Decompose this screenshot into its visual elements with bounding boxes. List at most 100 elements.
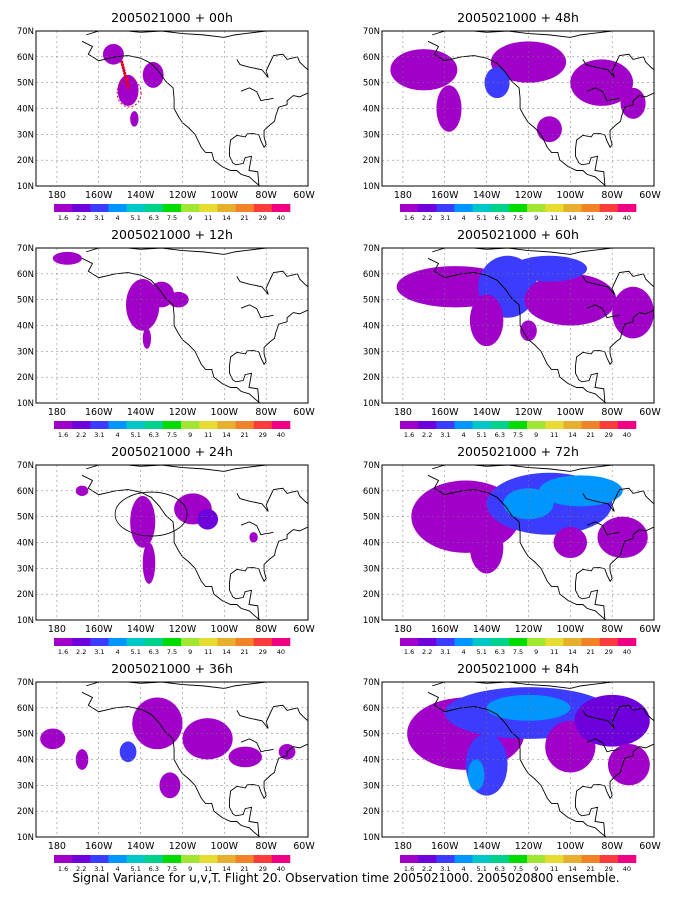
colorbar-segment (400, 204, 419, 212)
panel-title: 2005021000 + 60h (457, 227, 579, 242)
coastline (586, 87, 620, 102)
colorbar-segment (454, 855, 473, 863)
colorbar-label: 7.5 (167, 431, 177, 439)
signal-region (182, 718, 233, 760)
signal-region (553, 527, 588, 558)
map-frame (381, 464, 655, 621)
colorbar-label: 2.2 (76, 648, 86, 656)
signal-region (52, 251, 83, 265)
colorbar-segment (581, 204, 600, 212)
colorbar-segment (472, 204, 492, 212)
lon-tick-label: 120W (515, 841, 543, 852)
lat-tick-label: 30N (363, 781, 380, 791)
flight-track-point (120, 60, 124, 64)
colorbar-segment (235, 204, 254, 212)
lon-tick-label: 160W (431, 190, 459, 201)
coastline (86, 248, 267, 255)
colorbar-segment (271, 204, 291, 212)
colorbar-label: 9 (534, 865, 538, 873)
signal-region (102, 43, 124, 65)
colorbar-segment (599, 421, 619, 429)
signal-region (570, 59, 634, 106)
colorbar-segment (400, 855, 419, 863)
signal-region (130, 495, 156, 548)
lon-tick-label: 60W (639, 624, 661, 635)
colorbar-segment (436, 855, 455, 863)
lat-tick-label: 20N (17, 156, 34, 166)
coastline (582, 487, 654, 512)
map-panel: 2005021000 + 48h 10N 20N 30N 40N 50N 60N 70N 180… (363, 10, 662, 222)
colorbar-segment (599, 855, 619, 863)
signal-region (469, 294, 504, 347)
lon-tick-label: 60W (293, 190, 315, 201)
colorbar-segment (199, 421, 218, 429)
colorbar-label: 11 (204, 431, 212, 439)
coastline (229, 309, 308, 402)
colorbar-segment (253, 638, 273, 646)
map-panel: 2005021000 + 84h 10N 20N 30N 40N 50N 60N 70N 180… (363, 661, 662, 873)
lon-tick-label: 120W (515, 407, 543, 418)
coastline (432, 682, 613, 689)
colorbar-label: 4 (461, 214, 465, 222)
colorbar-segment (253, 855, 273, 863)
coastline (427, 691, 607, 837)
colorbar-segment (599, 638, 619, 646)
lon-tick-label: 180 (394, 190, 412, 201)
lat-tick-label: 40N (17, 105, 34, 115)
lon-tick-label: 100W (557, 190, 585, 201)
colorbar-label: 5.1 (131, 431, 141, 439)
colorbar-label: 40 (623, 431, 631, 439)
lon-tick-label: 120W (169, 407, 197, 418)
lat-tick-label: 40N (363, 322, 380, 332)
colorbar-label: 6.3 (495, 865, 505, 873)
lat-tick-label: 70N (17, 678, 34, 688)
coastline (582, 704, 654, 729)
colorbar-segment (235, 638, 254, 646)
colorbar-label: 40 (277, 865, 285, 873)
colorbar-label: 4 (115, 648, 119, 656)
colorbar-label: 4 (461, 865, 465, 873)
colorbar-label: 21 (586, 865, 594, 873)
colorbar-segment (144, 421, 164, 429)
lon-tick-label: 100W (211, 841, 239, 852)
colorbar-segment (181, 204, 200, 212)
colorbar-label: 9 (188, 214, 192, 222)
colorbar-label: 14 (568, 865, 576, 873)
colorbar-label: 2.2 (76, 214, 86, 222)
lon-tick-label: 140W (127, 624, 155, 635)
map-frame (35, 464, 309, 621)
lat-tick-label: 50N (363, 79, 380, 89)
lon-tick-label: 140W (127, 190, 155, 201)
lat-tick-label: 10N (363, 182, 380, 192)
colorbar-segment (581, 421, 600, 429)
colorbar-segment (162, 638, 182, 646)
colorbar-segment (454, 421, 473, 429)
lat-tick-label: 30N (17, 564, 34, 574)
map-panel: 2005021000 + 00h 10N 20N 30N 40N 50N 60N 70N 180… (17, 10, 316, 222)
lat-tick-label: 70N (17, 244, 34, 254)
lon-tick-label: 160W (85, 624, 113, 635)
lat-tick-label: 30N (17, 347, 34, 357)
lon-tick-label: 100W (211, 624, 239, 635)
colorbar-label: 7.5 (513, 648, 523, 656)
colorbar-segment (108, 855, 127, 863)
colorbar-segment (90, 421, 109, 429)
lat-tick-label: 60N (363, 704, 380, 714)
map-frame (381, 681, 655, 838)
colorbar-segment (217, 855, 236, 863)
signal-region (607, 744, 650, 786)
coastline (240, 738, 274, 753)
lat-tick-label: 20N (17, 807, 34, 817)
colorbar-label: 29 (259, 431, 267, 439)
colorbar-segment (418, 855, 437, 863)
colorbar-label: 11 (204, 865, 212, 873)
colorbar-segment (527, 421, 546, 429)
colorbar-label: 29 (605, 431, 613, 439)
lon-tick-label: 160W (85, 841, 113, 852)
colorbar-segment (54, 855, 73, 863)
flight-track-point (122, 68, 126, 73)
colorbar-segment (217, 421, 236, 429)
coastline (86, 31, 267, 38)
lon-tick-label: 60W (639, 190, 661, 201)
colorbar-label: 3.1 (440, 648, 450, 656)
